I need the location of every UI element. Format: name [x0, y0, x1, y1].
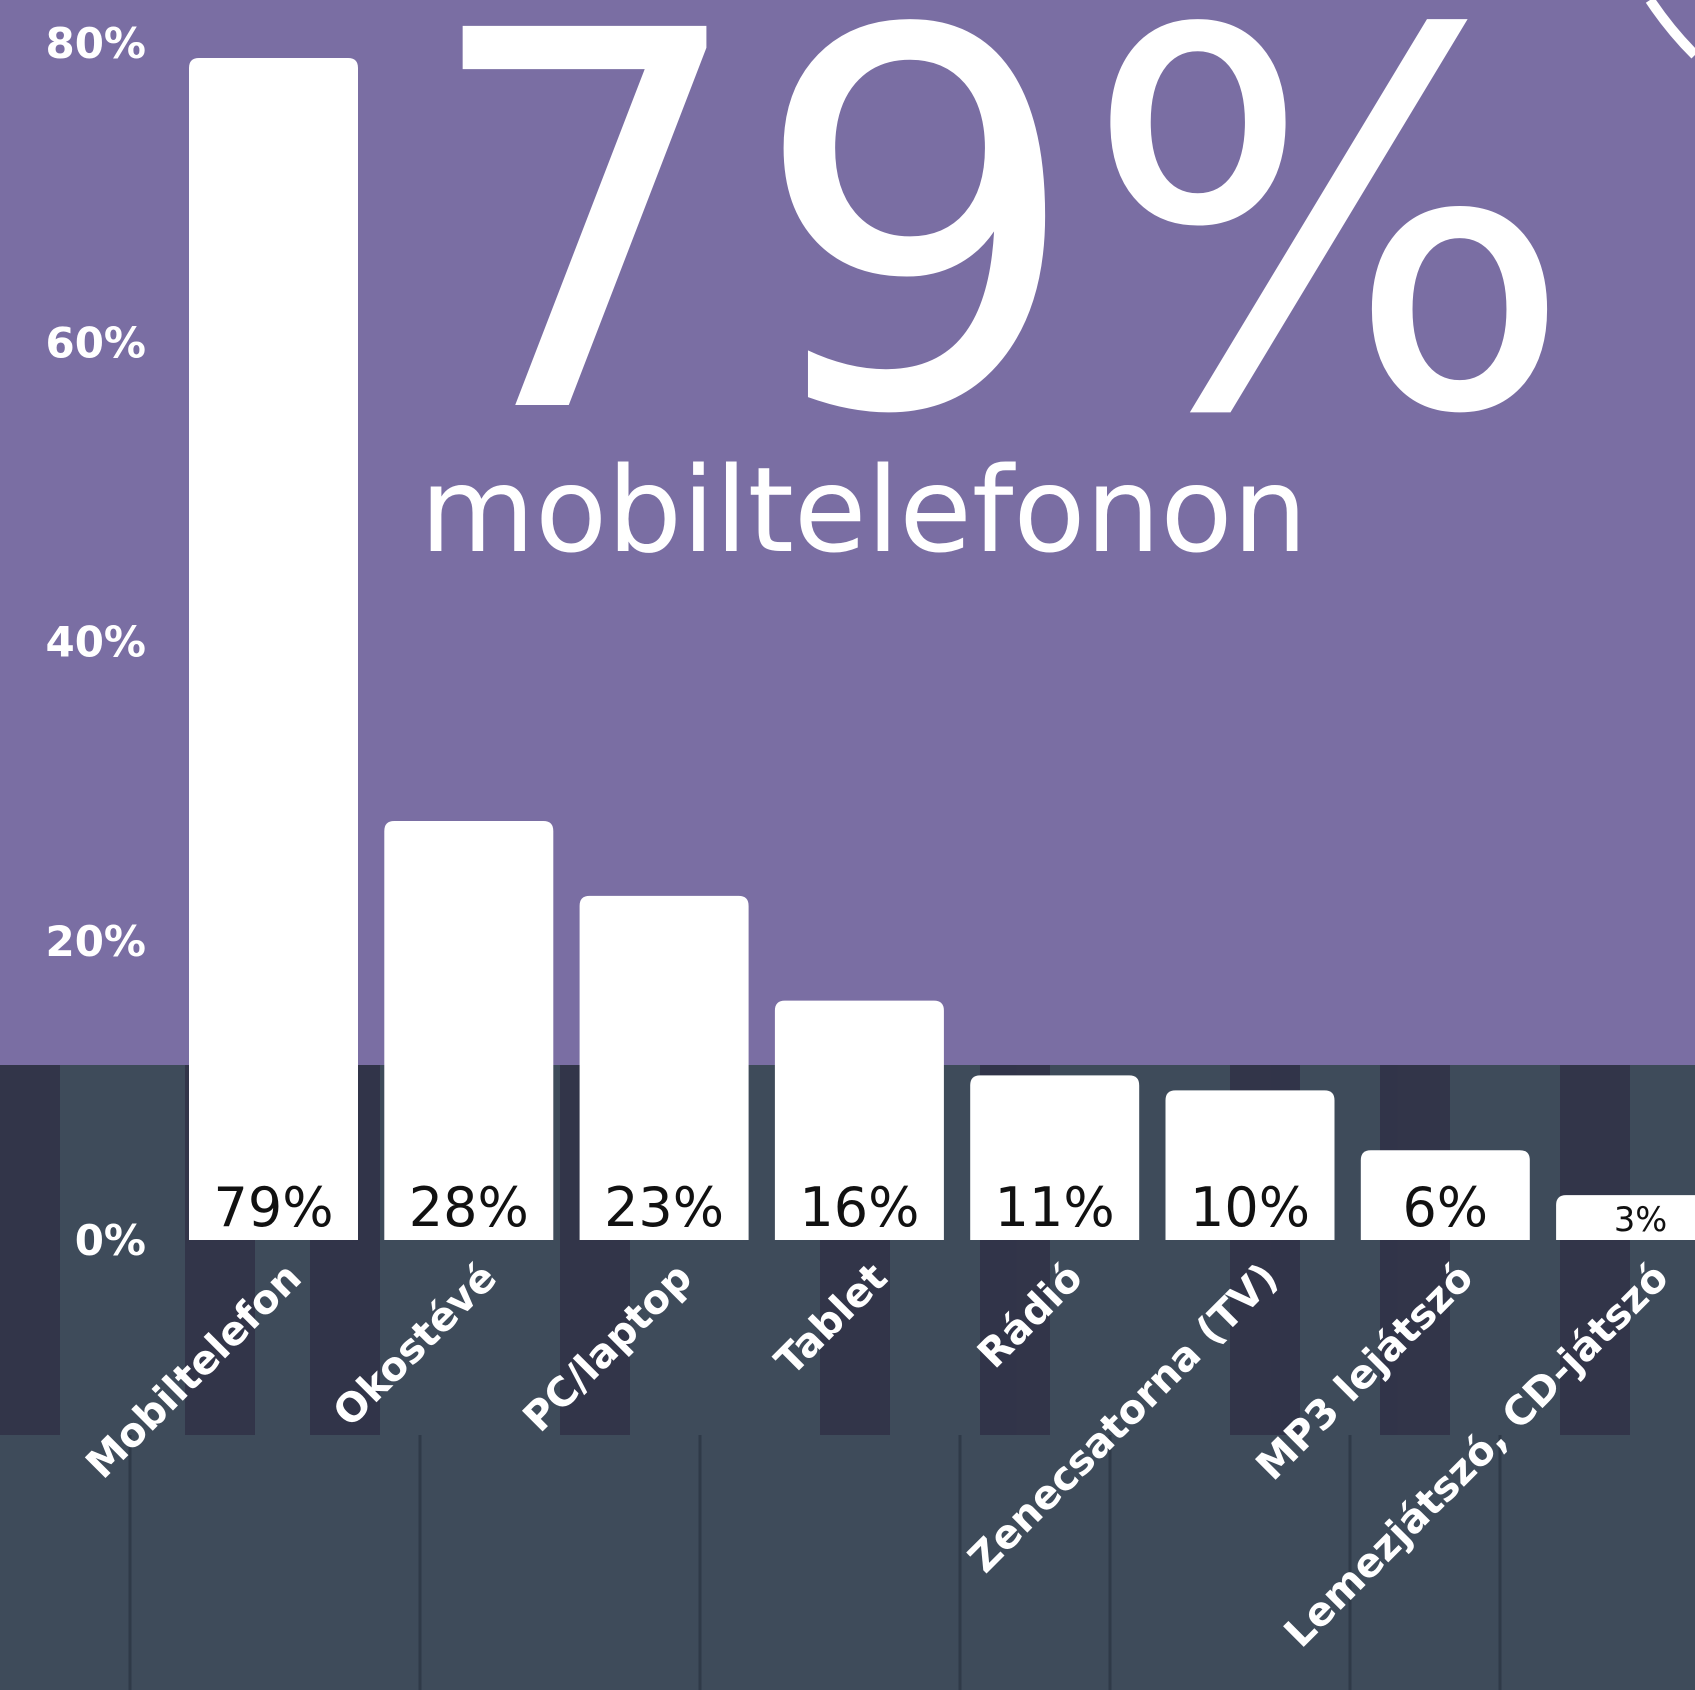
value-label: 10% — [1190, 1176, 1310, 1239]
value-label: 28% — [409, 1176, 529, 1239]
y-tick-label: 80% — [45, 19, 146, 68]
y-tick-label: 60% — [45, 318, 146, 367]
bar — [189, 58, 358, 1240]
value-label: 23% — [604, 1176, 724, 1239]
y-tick-label: 0% — [75, 1216, 146, 1265]
value-label: 11% — [995, 1176, 1115, 1239]
chart: 79% mobiltelefonon 0%20%40%60%80%79%Mobi… — [0, 0, 1695, 1690]
value-label: 6% — [1402, 1176, 1488, 1239]
value-label: 79% — [213, 1176, 333, 1239]
headline-caption: mobiltelefonon — [420, 441, 1307, 579]
value-label: 3% — [1614, 1200, 1667, 1239]
y-tick-label: 40% — [45, 618, 146, 667]
page: 79% mobiltelefonon 0%20%40%60%80%79%Mobi… — [0, 0, 1695, 1690]
y-tick-label: 20% — [45, 917, 146, 966]
value-label: 16% — [799, 1176, 919, 1239]
